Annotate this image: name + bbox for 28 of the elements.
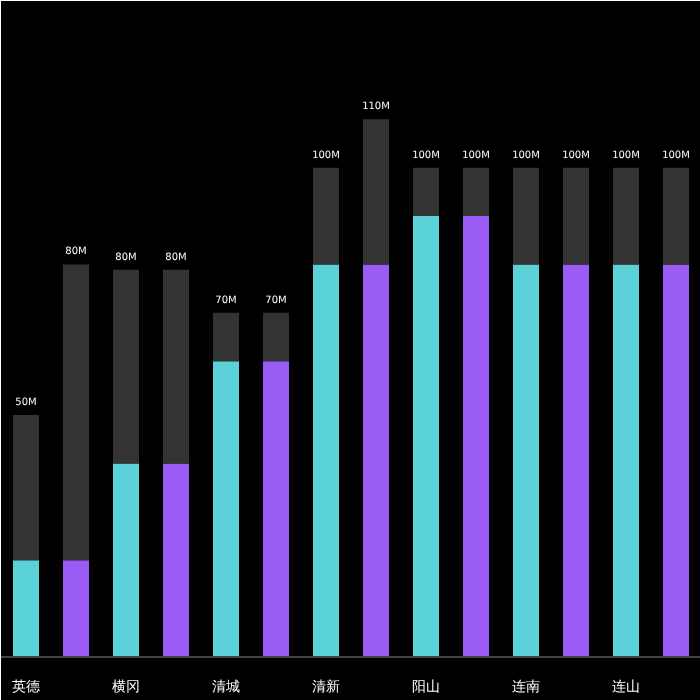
bar xyxy=(563,167,589,265)
bar xyxy=(563,264,589,657)
bar xyxy=(213,312,239,362)
bar xyxy=(113,269,139,464)
bar xyxy=(63,264,89,561)
bar xyxy=(363,119,389,265)
bar xyxy=(113,463,139,657)
bar xyxy=(413,167,439,217)
bar xyxy=(663,167,689,265)
bar xyxy=(363,264,389,657)
bar xyxy=(413,216,439,657)
bar xyxy=(613,264,639,657)
bar xyxy=(163,463,189,657)
bar xyxy=(63,560,89,657)
bar xyxy=(613,167,639,265)
bar xyxy=(513,264,539,657)
bar xyxy=(463,167,489,217)
bar xyxy=(513,167,539,265)
bar xyxy=(263,312,289,362)
bar xyxy=(663,264,689,657)
bar xyxy=(313,167,339,265)
bar xyxy=(313,264,339,657)
bar xyxy=(13,560,39,657)
bar xyxy=(263,361,289,657)
bar xyxy=(463,216,489,657)
bar xyxy=(213,361,239,657)
bar xyxy=(13,415,39,561)
bar xyxy=(163,269,189,464)
